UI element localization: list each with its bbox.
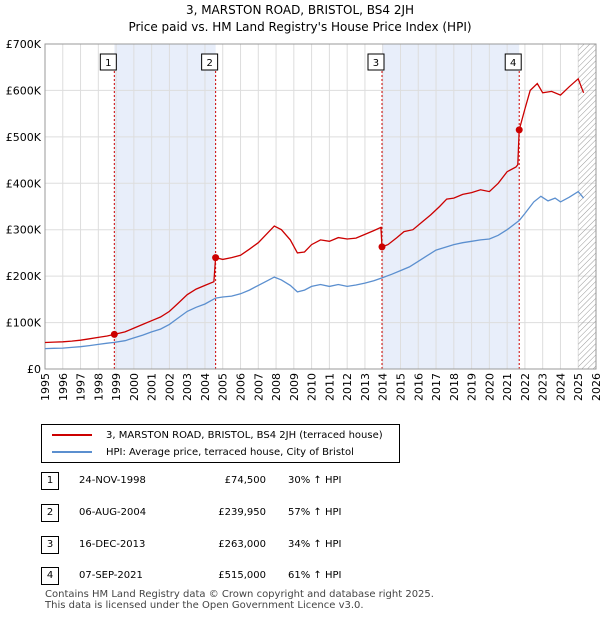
x-tick-label: 2011 (323, 373, 336, 401)
table-row: 4 07-SEP-2021 £515,000 61% ↑ HPI (41, 567, 441, 585)
hpi-line (44, 190, 585, 350)
sale-date: 06-AUG-2004 (79, 507, 147, 518)
x-tick-label: 2014 (377, 373, 390, 401)
sale-hpi-change: 30% ↑ HPI (288, 475, 342, 486)
sale-number-label: 2 (206, 58, 212, 69)
x-tick-label: 1995 (39, 373, 52, 401)
x-tick-label: 2024 (554, 373, 567, 401)
table-row: 1 24-NOV-1998 £74,500 30% ↑ HPI (41, 472, 441, 490)
chart-legend: 3, MARSTON ROAD, BRISTOL, BS4 2JH (terra… (41, 424, 400, 463)
x-tick-label: 2017 (430, 373, 443, 401)
sale-date: 07-SEP-2021 (79, 570, 143, 581)
x-tick-label: 2002 (163, 373, 176, 401)
sale-number-label: 1 (105, 58, 111, 69)
legend-swatch-property (52, 434, 92, 436)
chart-subtitle: Price paid vs. HM Land Registry's House … (128, 20, 472, 34)
x-tick-label: 2008 (270, 373, 283, 401)
sale-price: £74,500 (224, 475, 266, 486)
sale-number-badge: 2 (41, 504, 59, 522)
x-tick-label: 2016 (412, 373, 425, 401)
x-tick-label: 2012 (341, 373, 354, 401)
sale-number-box (504, 53, 522, 71)
sale-point (110, 330, 118, 338)
sale-point (378, 243, 386, 251)
sale-point (515, 126, 523, 134)
x-tick-label: 2006 (235, 373, 248, 401)
chart-title: 3, MARSTON ROAD, BRISTOL, BS4 2JH (185, 3, 415, 17)
sale-price: £239,950 (218, 507, 266, 518)
x-tick-label: 2022 (519, 373, 532, 401)
sale-number-badge: 4 (41, 567, 59, 585)
x-tick-label: 2009 (288, 373, 301, 401)
price-chart: £0 £100K £200K £300K £400K £500K £600K £700K 199… (6, 38, 600, 401)
sale-number-box (99, 53, 117, 71)
y-tick-label: £500K (6, 131, 42, 144)
sale-date: 24-NOV-1998 (79, 475, 146, 486)
sale-number-badge: 3 (41, 536, 59, 554)
sale-number-badge: 1 (41, 472, 59, 490)
x-tick-label: 2020 (483, 373, 496, 401)
x-tick-label: 2007 (252, 373, 265, 401)
ownership-band (114, 44, 216, 369)
sale-hpi-change: 57% ↑ HPI (288, 507, 342, 518)
x-tick-label: 2013 (359, 373, 372, 401)
ownership-band (381, 44, 520, 369)
x-tick-label: 2004 (199, 373, 212, 401)
y-tick-label: £300K (6, 224, 42, 237)
sale-hpi-change: 34% ↑ HPI (288, 539, 342, 550)
x-tick-label: 2003 (181, 373, 194, 401)
sale-point (212, 254, 220, 262)
sale-hpi-change: 61% ↑ HPI (288, 570, 342, 581)
y-tick-label: £200K (6, 270, 42, 283)
y-tick-label: £700K (6, 38, 42, 51)
sale-number-label: 3 (373, 58, 379, 69)
x-tick-label: 2015 (394, 373, 407, 401)
x-tick-label: 2018 (448, 373, 461, 401)
property-price-line (44, 77, 585, 344)
x-tick-label: 2026 (590, 373, 600, 401)
y-tick-label: £100K (6, 317, 42, 330)
legend-item-hpi: HPI: Average price, terraced house, City… (42, 444, 354, 460)
forecast-hatch (578, 44, 596, 369)
x-tick-label: 2005 (217, 373, 230, 401)
x-tick-label: 2023 (537, 373, 550, 401)
x-tick-label: 1996 (57, 373, 70, 401)
legend-swatch-hpi (52, 451, 92, 453)
table-row: 2 06-AUG-2004 £239,950 57% ↑ HPI (41, 504, 441, 522)
x-tick-label: 2019 (466, 373, 479, 401)
sale-number-label: 4 (510, 58, 516, 69)
y-tick-label: £400K (6, 177, 42, 190)
sale-date: 16-DEC-2013 (79, 539, 146, 550)
x-tick-label: 2001 (146, 373, 159, 401)
footer-licence: This data is licensed under the Open Gov… (45, 600, 364, 611)
legend-label-property: 3, MARSTON ROAD, BRISTOL, BS4 2JH (terra… (106, 429, 383, 441)
sale-number-box (367, 53, 385, 71)
y-tick-label: £0 (27, 363, 41, 376)
legend-label-hpi: HPI: Average price, terraced house, City… (106, 446, 354, 458)
plot-frame (44, 43, 597, 370)
table-row: 3 16-DEC-2013 £263,000 34% ↑ HPI (41, 536, 441, 554)
sale-price: £263,000 (218, 539, 266, 550)
x-tick-label: 2010 (306, 373, 319, 401)
x-tick-label: 2021 (501, 373, 514, 401)
x-tick-label: 1998 (92, 373, 105, 401)
footer-copyright: Contains HM Land Registry data © Crown c… (45, 589, 434, 600)
x-tick-label: 2025 (572, 373, 585, 401)
footer-notice: Contains HM Land Registry data © Crown c… (45, 589, 434, 611)
sale-number-box (201, 53, 219, 71)
x-tick-label: 2000 (128, 373, 141, 401)
y-tick-label: £600K (6, 84, 42, 97)
x-tick-label: 1997 (75, 373, 88, 401)
sale-price: £515,000 (218, 570, 266, 581)
legend-item-property: 3, MARSTON ROAD, BRISTOL, BS4 2JH (terra… (42, 427, 383, 443)
x-tick-label: 1999 (110, 373, 123, 401)
